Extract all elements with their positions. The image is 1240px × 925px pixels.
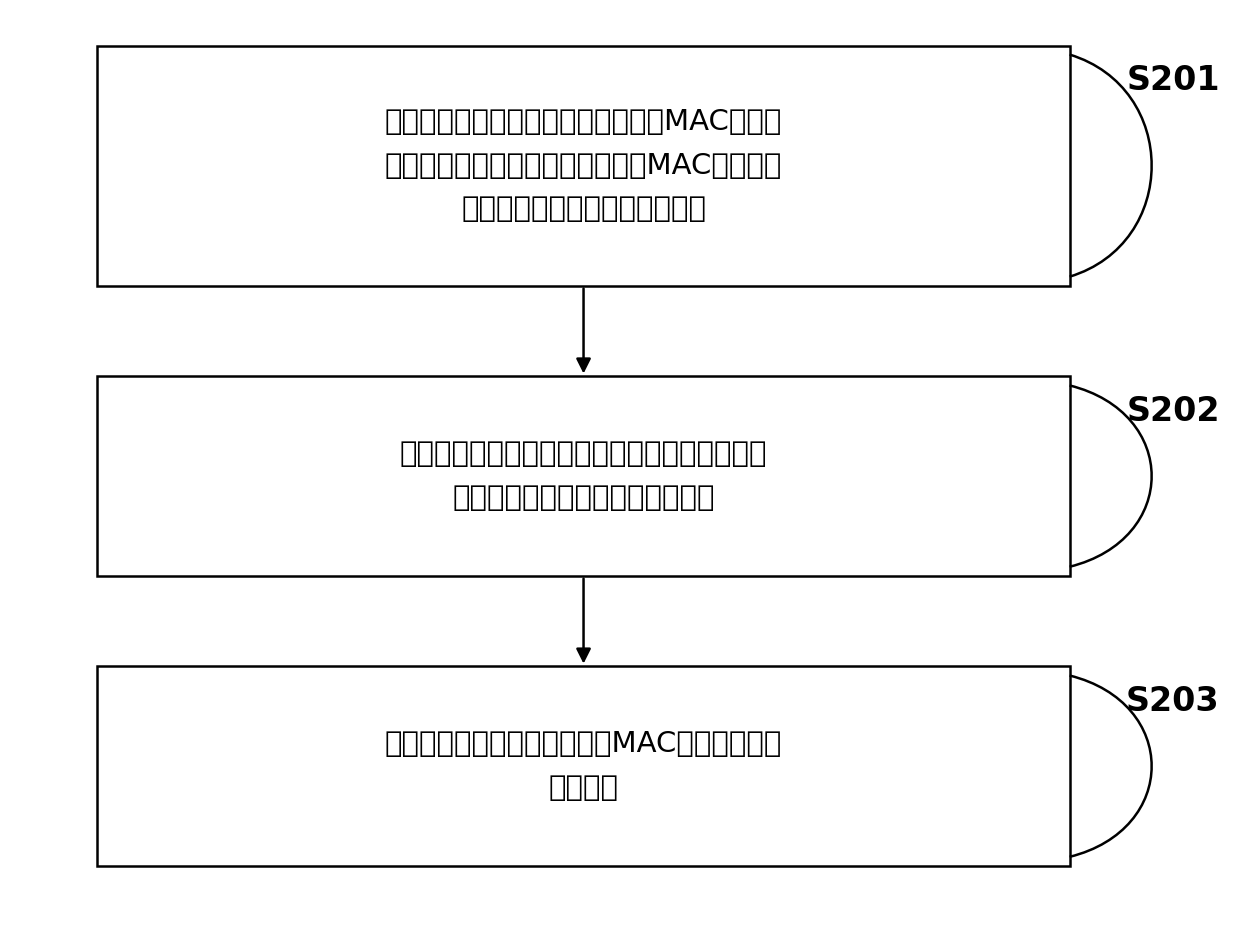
Text: 接收所述虚拟交换机发送的对所述待处理报文执
行业务逻辑处理后获得的数据报文: 接收所述虚拟交换机发送的对所述待处理报文执 行业务逻辑处理后获得的数据报文 [399,440,768,512]
Text: 根据接收到的待处理报文携带的中间MAC地址，
将所述待处理报文转发至所述中间MAC地址对应
的虚拟交换机执行业务逻辑处理: 根据接收到的待处理报文携带的中间MAC地址， 将所述待处理报文转发至所述中间MA… [384,108,782,223]
Bar [98,376,1070,575]
Bar [98,45,1070,286]
Text: S203: S203 [1126,684,1220,718]
Text: 根据所述数据报文携带的目的MAC地址发送所述
数据报文: 根据所述数据报文携带的目的MAC地址发送所述 数据报文 [384,731,782,802]
Text: S202: S202 [1126,394,1220,427]
Text: S201: S201 [1126,64,1220,96]
Bar [98,666,1070,866]
